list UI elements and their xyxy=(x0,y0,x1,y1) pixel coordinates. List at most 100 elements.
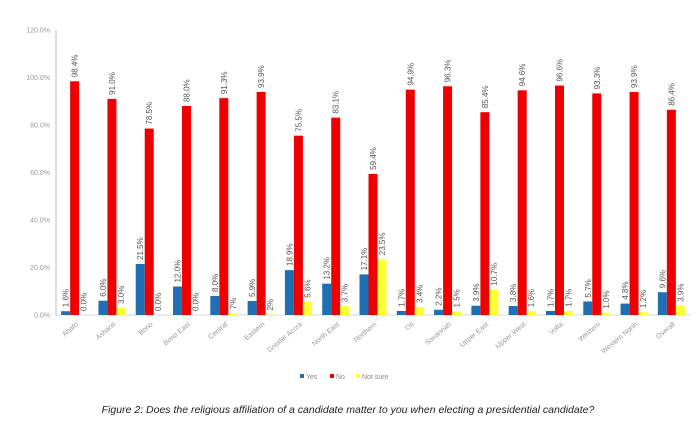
bar-no xyxy=(107,98,117,315)
category-group: 4.8% 93.9% 1.2% xyxy=(620,65,648,315)
y-axis: 0.0% 20.0% 40.0% 60.0% 80.0% 100.0% 120.0% xyxy=(26,28,690,320)
bar-yes xyxy=(434,309,444,315)
y-tick-label: 40.0% xyxy=(30,218,50,225)
data-label: 2% xyxy=(266,299,275,311)
bar-no xyxy=(554,85,564,315)
data-label: 0.0% xyxy=(192,293,201,311)
bars: 1.6% 98.4% 0.0% 6.0% 91.0% 3.0% 21.5% 78.5% 0.0%… xyxy=(61,55,685,315)
x-tick-label: Ashanti xyxy=(95,321,118,342)
bar-no xyxy=(517,90,527,315)
bar-not-sure xyxy=(526,311,536,315)
data-label: 8.0% xyxy=(211,274,220,292)
data-label: 6.0% xyxy=(99,279,108,297)
category-group: 18.9% 75.5% 5.6% xyxy=(284,109,312,315)
legend-swatch xyxy=(330,374,334,378)
x-tick-label: Savannah xyxy=(424,321,453,347)
bar-not-sure xyxy=(601,312,611,315)
x-tick-label: Upper West xyxy=(495,321,528,350)
y-tick-label: 100.0% xyxy=(26,75,50,82)
bar-no xyxy=(443,86,453,315)
data-label: 12.0% xyxy=(174,260,183,283)
bar-yes xyxy=(210,296,220,315)
bar-no xyxy=(592,93,602,315)
legend-swatch xyxy=(300,374,304,378)
data-label: 5.7% xyxy=(584,279,593,297)
x-tick-label: Western North xyxy=(600,321,639,355)
x-tick-label: Volta xyxy=(548,321,565,336)
bar-no xyxy=(293,135,303,315)
x-tick-label: Oti xyxy=(404,321,416,332)
category-group: 8.0% 91.3% 7% xyxy=(210,71,238,315)
bar-no xyxy=(666,109,676,315)
category-group: 1.7% 94.9% 3.4% xyxy=(396,63,424,315)
data-label: 75.5% xyxy=(294,109,303,132)
bar-not-sure xyxy=(377,259,387,315)
data-label: 5.9% xyxy=(248,279,257,297)
data-label: 1.7% xyxy=(564,289,573,307)
x-tick-label: Bono East xyxy=(163,321,192,347)
data-label: 3.9% xyxy=(676,284,685,302)
y-tick-label: 20.0% xyxy=(30,265,50,272)
category-group: 1.7% 96.6% 1.7% xyxy=(545,59,573,315)
data-label: 96.3% xyxy=(444,60,453,83)
bar-no xyxy=(70,81,80,315)
data-label: 0.0% xyxy=(80,293,89,311)
x-tick-label: Northern xyxy=(353,321,378,344)
x-tick-label: Western xyxy=(578,321,602,343)
bar-no xyxy=(368,173,378,315)
x-tick-label: Overall xyxy=(655,321,677,341)
data-label: 94.6% xyxy=(518,64,527,87)
bar-no xyxy=(480,112,490,315)
data-label: 59.4% xyxy=(369,147,378,170)
x-tick-label: Eastern xyxy=(243,321,266,342)
bar-yes xyxy=(620,303,630,315)
figure-caption: Figure 2: Does the religious affiliation… xyxy=(101,404,595,416)
data-label: 1.7% xyxy=(397,289,406,307)
category-group: 5.7% 93.3% 1.0% xyxy=(583,67,611,315)
bar-yes xyxy=(135,263,145,315)
bar-not-sure xyxy=(489,289,499,315)
bar-no xyxy=(331,117,341,315)
data-label: 1.2% xyxy=(639,290,648,308)
data-label: 5.6% xyxy=(303,279,312,297)
legend-label: Yes xyxy=(306,374,318,381)
data-label: 86.4% xyxy=(667,83,676,106)
data-label: 85.4% xyxy=(481,85,490,108)
bar-yes xyxy=(396,310,406,315)
y-tick-label: 0.0% xyxy=(34,313,50,320)
data-label: 94.9% xyxy=(406,63,415,86)
x-tick-label: Central xyxy=(207,321,229,341)
bar-yes xyxy=(471,305,481,315)
legend-label: No xyxy=(336,374,345,381)
bar-no xyxy=(144,128,154,315)
legend-label: Not sure xyxy=(362,374,389,381)
data-label: 23.5% xyxy=(378,233,387,256)
bar-not-sure xyxy=(414,306,424,315)
data-label: 93.3% xyxy=(593,67,602,90)
data-label: 83.1% xyxy=(332,91,341,114)
category-group: 9.6% 86.4% 3.9% xyxy=(657,83,685,315)
bar-yes xyxy=(61,311,71,315)
category-group: 5.9% 93.9% 2% xyxy=(247,65,275,315)
data-label: 98.4% xyxy=(71,55,80,78)
category-group: 2.2% 96.3% 1.5% xyxy=(434,60,462,315)
data-label: 18.9% xyxy=(285,243,294,266)
bar-yes xyxy=(583,301,593,315)
bar-not-sure xyxy=(340,306,350,315)
data-label: 88.0% xyxy=(183,79,192,102)
data-label: 13.2% xyxy=(323,257,332,280)
category-group: 13.2% 83.1% 3.7% xyxy=(322,91,350,315)
x-tick-label: Greater Accra xyxy=(266,321,304,354)
data-label: 0.0% xyxy=(154,293,163,311)
data-label: 3.8% xyxy=(509,284,518,302)
bar-no xyxy=(182,106,192,315)
bar-yes xyxy=(322,283,332,315)
bar-yes xyxy=(98,300,108,315)
data-label: 4.8% xyxy=(621,281,630,299)
y-tick-label: 60.0% xyxy=(30,170,50,177)
category-group: 3.8% 94.6% 1.6% xyxy=(508,64,536,315)
category-group: 6.0% 91.0% 3.0% xyxy=(98,72,126,315)
bar-yes xyxy=(284,270,294,315)
data-label: 1.6% xyxy=(62,289,71,307)
bar-no xyxy=(629,91,639,315)
